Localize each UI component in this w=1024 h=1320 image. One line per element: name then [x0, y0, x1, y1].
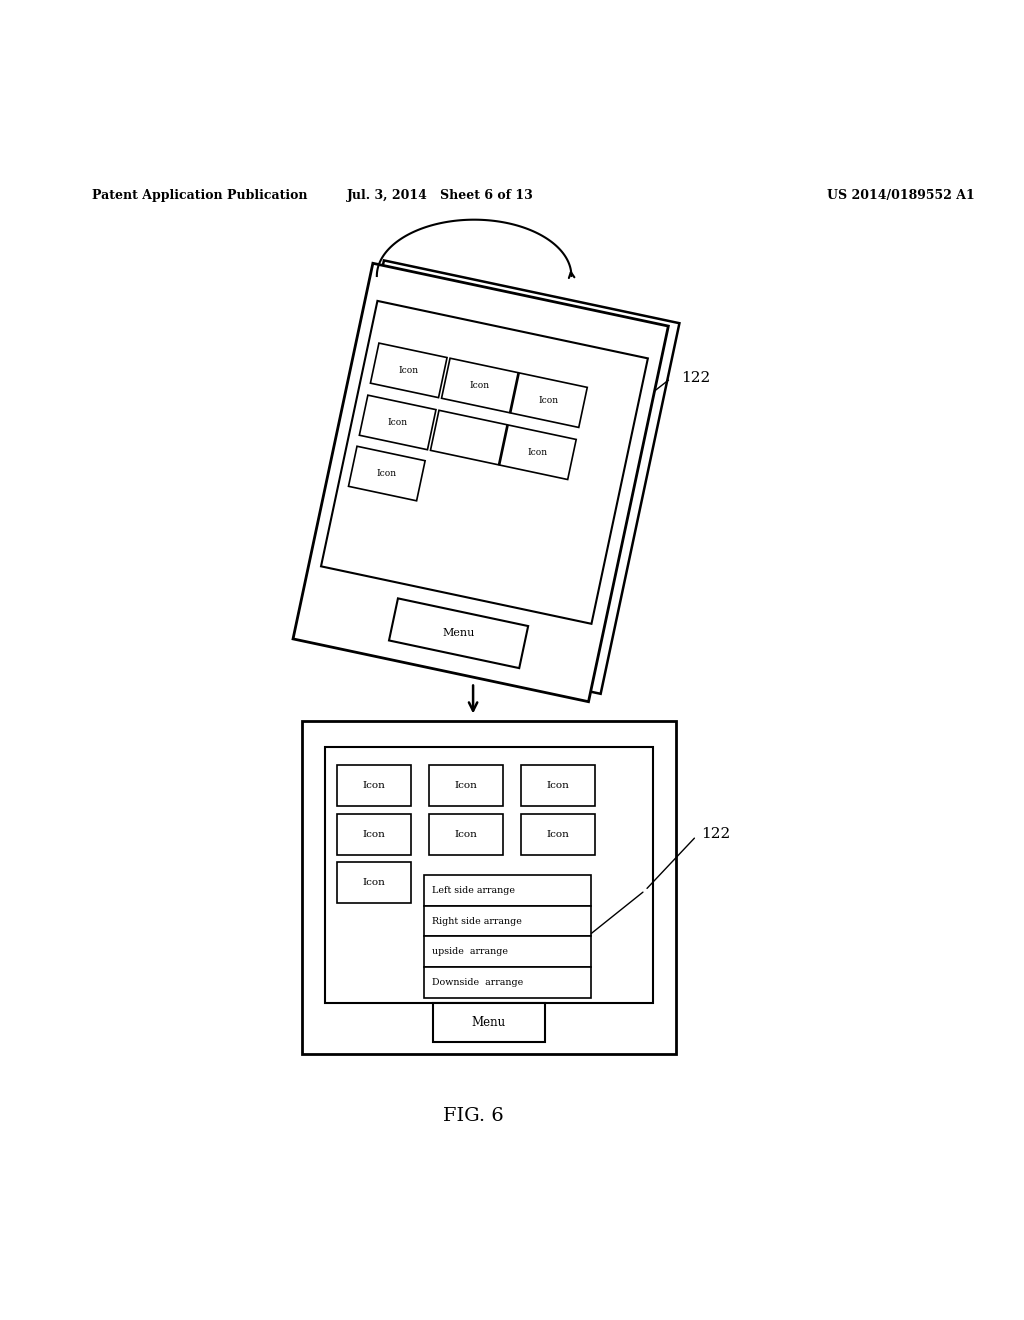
Bar	[429, 813, 503, 854]
Text: US 2014/0189552 A1: US 2014/0189552 A1	[827, 189, 975, 202]
Text: 122: 122	[681, 371, 711, 385]
Text: Icon: Icon	[362, 829, 385, 838]
Text: FIG. 6: FIG. 6	[442, 1106, 504, 1125]
Bar	[424, 875, 591, 906]
Bar	[441, 358, 518, 413]
Bar	[424, 906, 591, 936]
Bar	[521, 813, 595, 854]
Text: Downside  arrange: Downside arrange	[432, 978, 523, 987]
Bar	[371, 343, 447, 397]
Bar	[389, 598, 528, 668]
Text: Icon: Icon	[398, 366, 419, 375]
Bar	[511, 372, 588, 428]
Text: Menu: Menu	[442, 628, 475, 639]
Text: Menu: Menu	[472, 1016, 506, 1030]
Text: Icon: Icon	[362, 878, 385, 887]
Text: Jul. 3, 2014   Sheet 6 of 13: Jul. 3, 2014 Sheet 6 of 13	[347, 189, 534, 202]
Text: Left side arrange: Left side arrange	[432, 886, 515, 895]
Bar	[424, 936, 591, 968]
Bar	[521, 766, 595, 807]
Text: Icon: Icon	[527, 447, 548, 457]
Bar	[337, 862, 411, 903]
Bar	[302, 722, 676, 1055]
Text: Icon: Icon	[547, 781, 569, 791]
Bar	[429, 766, 503, 807]
Text: Patent Application Publication: Patent Application Publication	[92, 189, 307, 202]
Bar	[305, 260, 680, 694]
Text: Icon: Icon	[455, 829, 477, 838]
Bar	[337, 766, 411, 807]
Text: upside  arrange: upside arrange	[432, 948, 508, 956]
Text: Icon: Icon	[362, 781, 385, 791]
Text: Icon: Icon	[388, 418, 408, 426]
Bar	[500, 425, 577, 479]
Bar	[293, 263, 669, 702]
Text: Icon: Icon	[547, 829, 569, 838]
Text: Icon: Icon	[377, 469, 397, 478]
Bar	[432, 1003, 545, 1041]
Text: Icon: Icon	[470, 381, 489, 389]
Bar	[325, 747, 653, 1003]
Text: 122: 122	[701, 828, 731, 841]
Bar	[348, 446, 425, 500]
Text: Icon: Icon	[539, 396, 559, 405]
Bar	[359, 395, 436, 450]
Bar	[430, 411, 507, 465]
Text: Right side arrange: Right side arrange	[432, 916, 522, 925]
Text: Icon: Icon	[455, 781, 477, 791]
Bar	[321, 301, 648, 624]
Bar	[337, 813, 411, 854]
Bar	[424, 968, 591, 998]
